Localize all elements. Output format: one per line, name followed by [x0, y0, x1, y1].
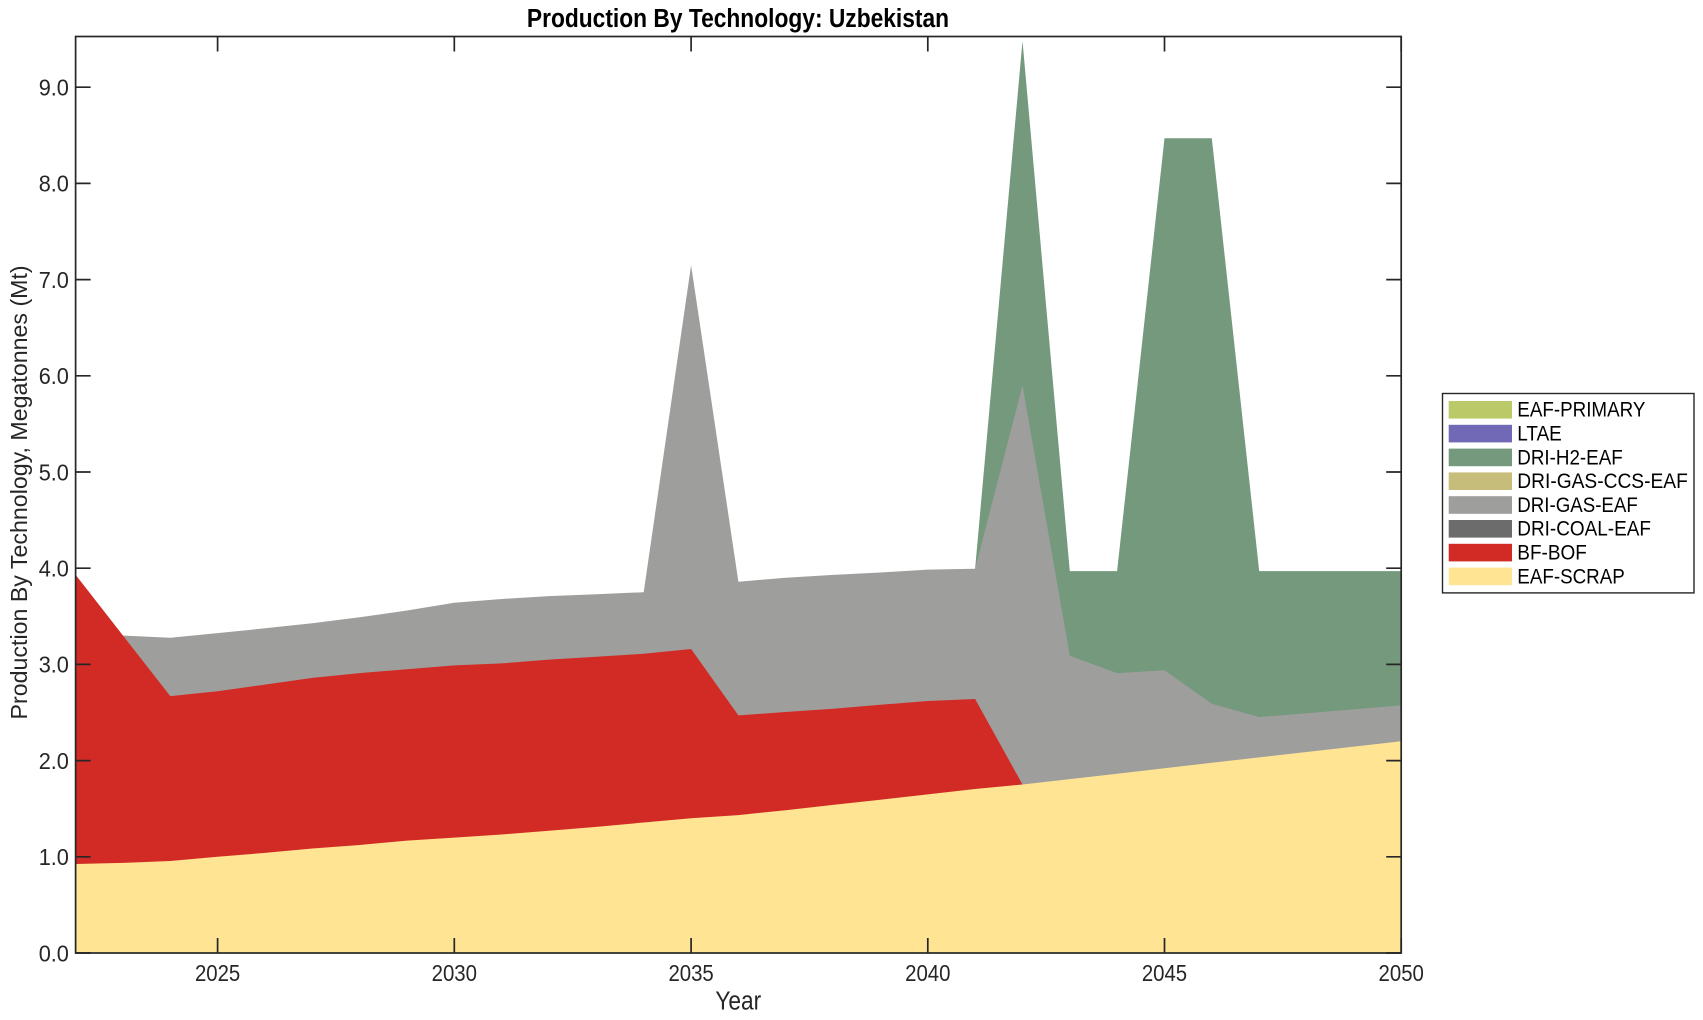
svg-text:BF-BOF: BF-BOF [1517, 542, 1587, 565]
svg-text:Production By Technology: Uzbe: Production By Technology: Uzbekistan [527, 3, 949, 33]
svg-text:1.0: 1.0 [39, 844, 69, 870]
svg-text:3.0: 3.0 [39, 652, 69, 678]
svg-text:9.0: 9.0 [39, 75, 69, 101]
svg-text:2045: 2045 [1142, 960, 1187, 986]
svg-text:8.0: 8.0 [39, 171, 69, 197]
svg-text:2040: 2040 [905, 960, 950, 986]
svg-text:2030: 2030 [432, 960, 477, 986]
svg-text:LTAE: LTAE [1517, 423, 1562, 446]
svg-text:Production By Technology, Mega: Production By Technology, Megatonnes (Mt… [6, 265, 32, 719]
svg-text:DRI-GAS-EAF: DRI-GAS-EAF [1517, 494, 1638, 517]
svg-text:2035: 2035 [668, 960, 713, 986]
svg-text:EAF-SCRAP: EAF-SCRAP [1517, 565, 1625, 588]
svg-text:EAF-PRIMARY: EAF-PRIMARY [1517, 399, 1645, 422]
svg-text:DRI-H2-EAF: DRI-H2-EAF [1517, 446, 1622, 469]
svg-text:4.0: 4.0 [39, 556, 69, 582]
svg-text:7.0: 7.0 [39, 267, 69, 293]
svg-text:DRI-COAL-EAF: DRI-COAL-EAF [1517, 518, 1651, 541]
svg-text:0.0: 0.0 [39, 940, 69, 966]
svg-text:5.0: 5.0 [39, 459, 69, 485]
svg-text:2025: 2025 [195, 960, 240, 986]
svg-text:Year: Year [715, 988, 761, 1016]
svg-text:2.0: 2.0 [39, 748, 69, 774]
svg-text:DRI-GAS-CCS-EAF: DRI-GAS-CCS-EAF [1517, 470, 1688, 493]
svg-text:6.0: 6.0 [39, 363, 69, 389]
svg-text:2050: 2050 [1379, 960, 1424, 986]
